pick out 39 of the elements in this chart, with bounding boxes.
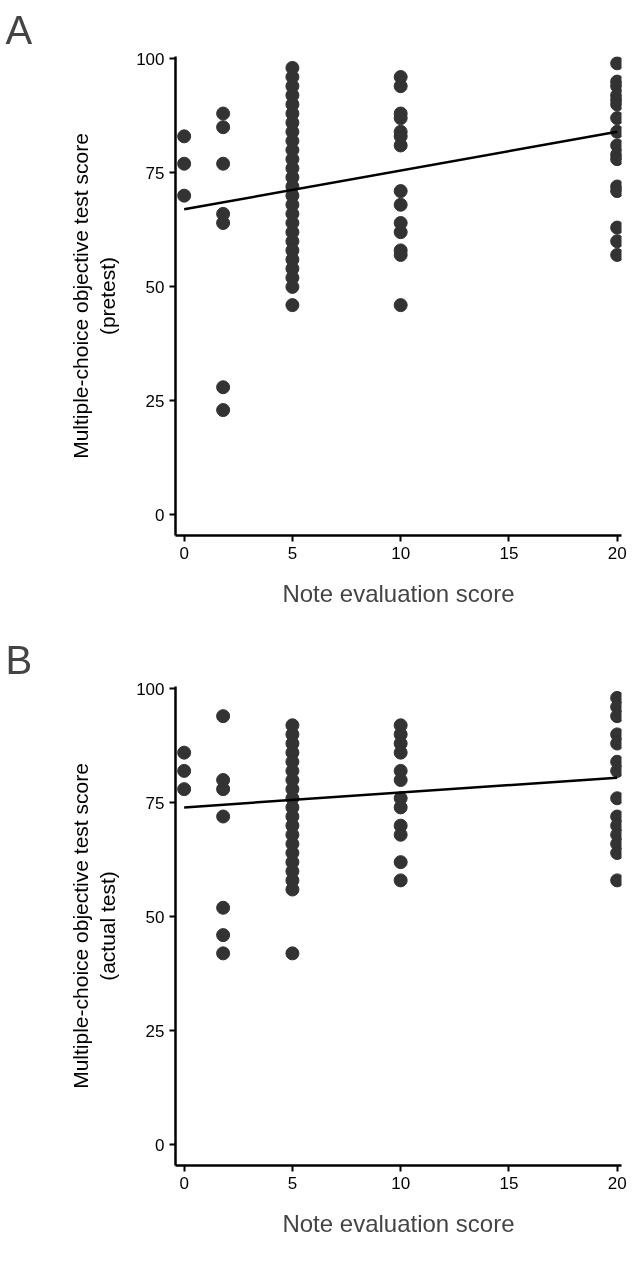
point [177, 763, 192, 778]
point [285, 946, 300, 961]
y-tick-label: 75 [145, 793, 165, 813]
x-tick-label: 0 [179, 543, 189, 563]
point [393, 873, 408, 888]
y-tick-label: 50 [145, 277, 165, 297]
x-tick-label: 0 [179, 1173, 189, 1193]
point [216, 782, 231, 797]
x-tick-label: 5 [287, 543, 298, 563]
point [393, 855, 408, 870]
y-tick-label: 100 [136, 679, 165, 699]
y-tick-label: 0 [155, 505, 165, 525]
point [216, 709, 231, 724]
text: B [5, 637, 33, 682]
y-tick-label: 100 [136, 49, 165, 69]
x-tick-label: 15 [499, 1173, 519, 1193]
x-tick-label: 5 [287, 1173, 298, 1193]
point [216, 900, 231, 915]
point [177, 782, 192, 797]
x-axis-title: Note evaluation score [282, 1209, 515, 1237]
point [216, 928, 231, 943]
x-axis-title: Note evaluation score [282, 579, 515, 607]
y-tick-label: 75 [145, 163, 165, 183]
x-tick-label: 15 [499, 543, 519, 563]
point [177, 745, 192, 760]
text: A [5, 7, 33, 52]
point [216, 809, 231, 824]
x-tick-label: 20 [607, 543, 627, 563]
y-axis-title: Multiple-choice objective test score (actual test) [68, 763, 120, 1089]
x-tick-label: 20 [607, 1173, 627, 1193]
x-tick-label: 10 [391, 1173, 411, 1193]
y-tick-label: 0 [155, 1135, 165, 1155]
y-tick-label: 25 [145, 391, 165, 411]
x-tick-label: 10 [391, 543, 411, 563]
y-axis-title: Multiple-choice objective test score (pretest) [68, 133, 120, 459]
point [393, 773, 408, 788]
y-tick-label: 50 [145, 907, 165, 927]
point [216, 946, 231, 961]
y-tick-label: 25 [145, 1021, 165, 1041]
